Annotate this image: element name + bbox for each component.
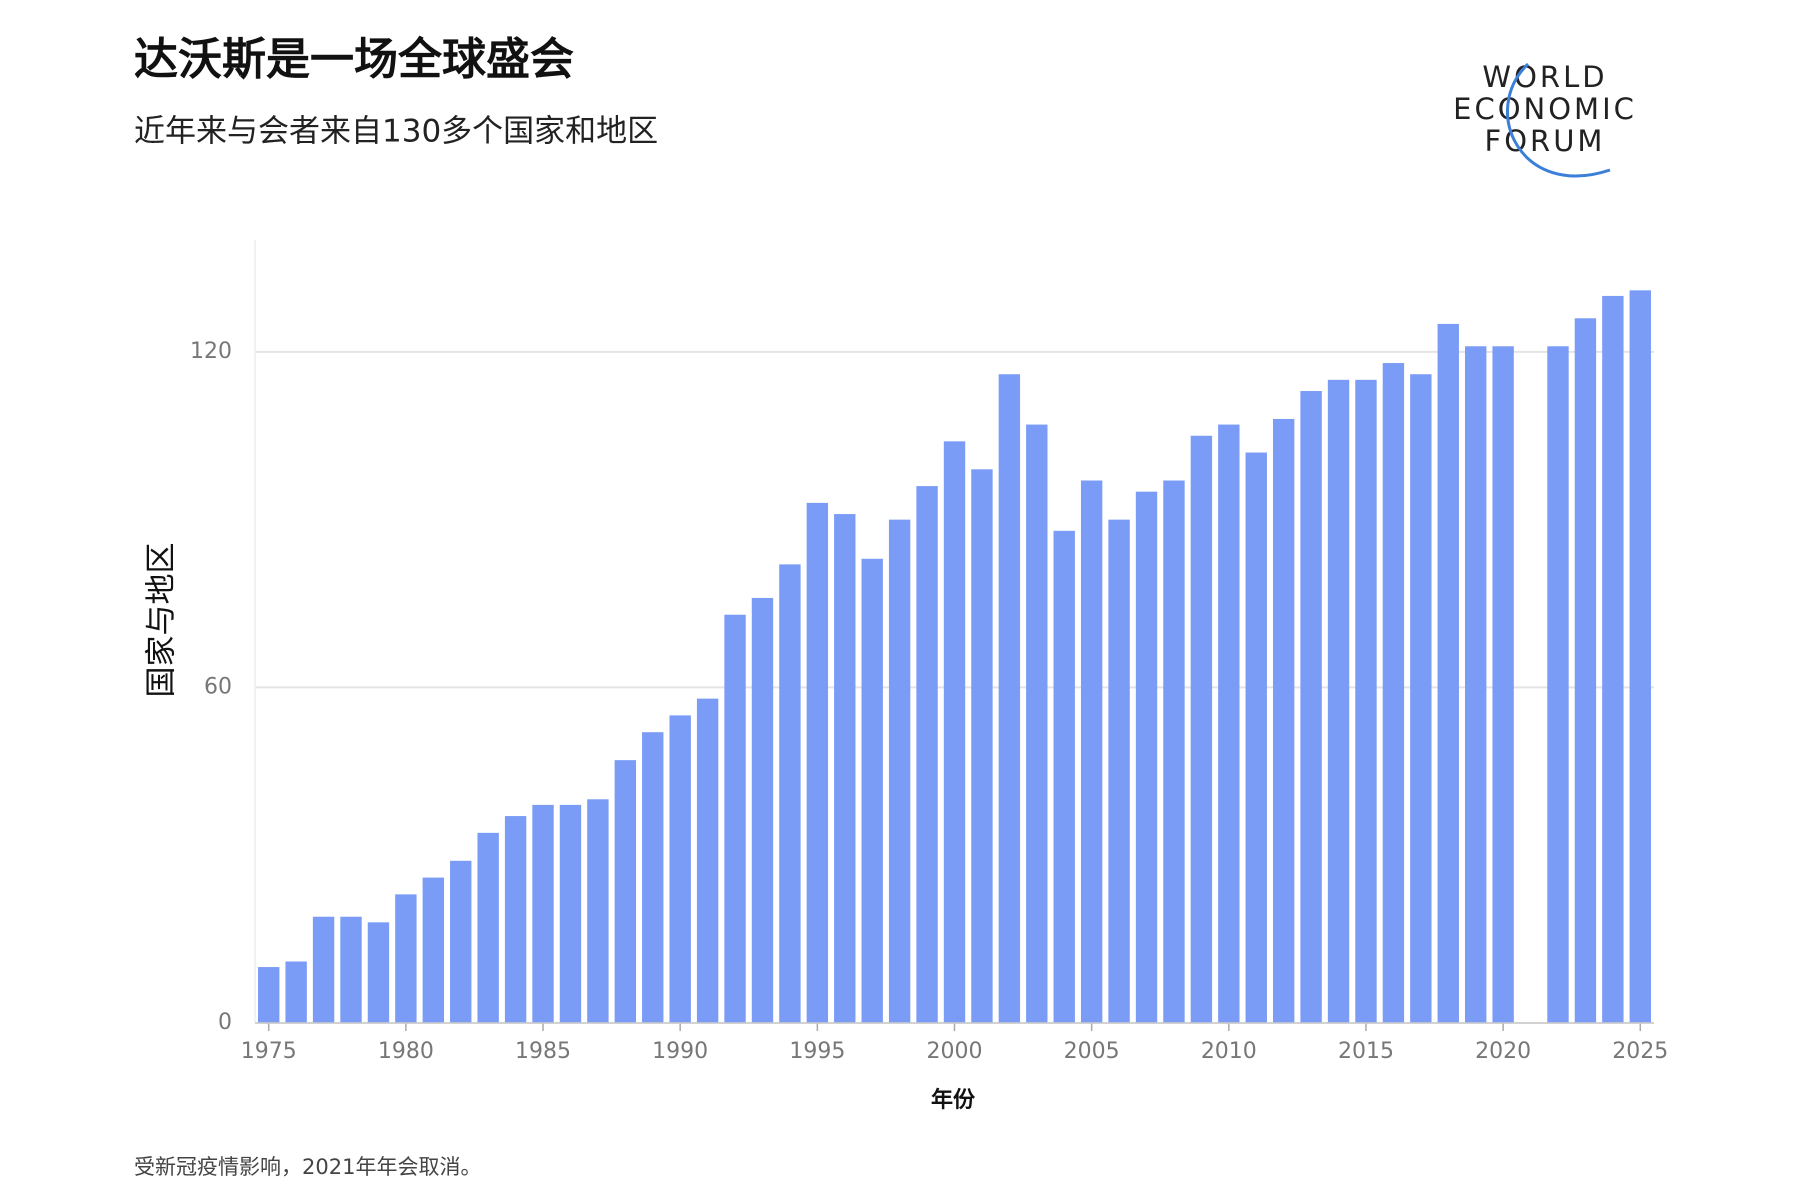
bar xyxy=(285,961,307,1023)
bar xyxy=(1464,346,1487,1023)
chart-title: 达沃斯是一场全球盛会 xyxy=(134,34,574,85)
chart-subtitle: 近年来与会者来自130多个国家和地区 xyxy=(134,114,658,150)
bar xyxy=(1053,530,1075,1023)
logo-text: WORLD xyxy=(1482,60,1607,94)
bar xyxy=(504,816,527,1023)
bar xyxy=(258,967,280,1023)
bar xyxy=(888,519,911,1023)
x-tick-label: 1995 xyxy=(789,1039,845,1064)
bar xyxy=(834,514,856,1023)
y-axis-title: 国家与地区 xyxy=(144,543,180,698)
bar xyxy=(614,760,637,1023)
bar xyxy=(1355,379,1377,1024)
bar xyxy=(1602,295,1624,1023)
bar xyxy=(724,614,746,1023)
bar xyxy=(340,916,362,1023)
bar xyxy=(395,894,417,1023)
x-tick-label: 2020 xyxy=(1475,1039,1531,1064)
footnote: 受新冠疫情影响，2021年年会取消。 xyxy=(134,1155,481,1179)
bar xyxy=(450,860,472,1023)
bar xyxy=(971,469,993,1023)
y-tick-label: 60 xyxy=(204,674,232,699)
bar xyxy=(1190,435,1213,1023)
bar xyxy=(669,715,691,1023)
bar xyxy=(806,502,829,1024)
x-tick-label: 2015 xyxy=(1338,1039,1394,1064)
bar xyxy=(1080,480,1103,1023)
bar xyxy=(1218,424,1240,1023)
x-tick-label: 2005 xyxy=(1064,1039,1120,1064)
bar xyxy=(1245,452,1267,1023)
bar xyxy=(916,486,938,1024)
logo: WORLD ECONOMIC FORUM xyxy=(1453,60,1637,178)
bar xyxy=(943,441,966,1023)
x-tick-label: 2010 xyxy=(1201,1039,1257,1064)
x-axis-title: 年份 xyxy=(931,1087,976,1113)
bar xyxy=(1327,379,1350,1024)
bar xyxy=(1574,318,1597,1023)
bar xyxy=(1026,424,1048,1023)
x-tick-label: 2000 xyxy=(927,1039,983,1064)
bar xyxy=(1547,346,1569,1023)
logo-arc xyxy=(1506,62,1611,178)
x-tick-label: 1975 xyxy=(241,1039,297,1064)
bar xyxy=(1272,418,1295,1023)
bar xyxy=(1135,491,1158,1023)
bar xyxy=(559,804,582,1023)
bar xyxy=(367,922,390,1023)
bar xyxy=(861,558,883,1023)
bar xyxy=(532,804,554,1023)
bar xyxy=(1108,519,1130,1023)
bar xyxy=(1629,290,1651,1024)
x-tick-label: 1980 xyxy=(378,1039,434,1064)
bar xyxy=(696,698,719,1023)
bar xyxy=(1382,363,1405,1023)
x-tick-label: 1990 xyxy=(652,1039,708,1064)
bar xyxy=(1437,323,1459,1024)
bar xyxy=(477,832,499,1023)
bar xyxy=(422,877,445,1023)
y-tick-label: 120 xyxy=(190,339,232,364)
y-tick-label: 0 xyxy=(218,1010,232,1035)
bar xyxy=(587,799,609,1023)
bar xyxy=(998,374,1021,1023)
x-tick-label: 1985 xyxy=(515,1039,571,1064)
logo-text: ECONOMIC xyxy=(1453,92,1637,126)
bar xyxy=(751,597,774,1023)
logo-text: FORUM xyxy=(1485,124,1606,158)
bar xyxy=(1163,480,1185,1023)
bar xyxy=(642,732,664,1023)
bar xyxy=(1300,391,1322,1023)
bar xyxy=(312,916,335,1023)
bar xyxy=(1492,346,1514,1023)
bar xyxy=(1410,374,1432,1023)
x-tick-label: 2025 xyxy=(1612,1039,1668,1064)
bar xyxy=(779,564,801,1023)
